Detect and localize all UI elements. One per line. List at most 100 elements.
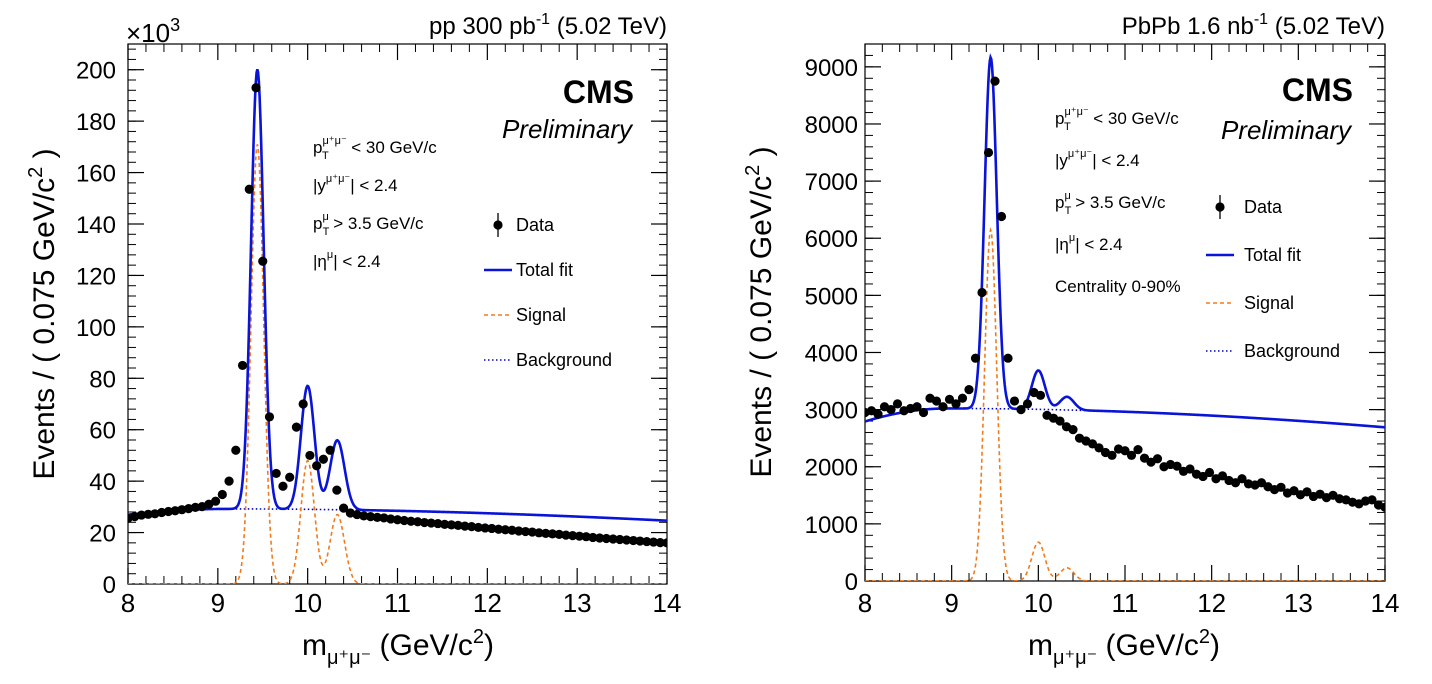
lumi-title: pp 300 pb-1 (5.02 TeV) [429,11,667,40]
x-tick-label: 11 [384,588,411,618]
y-tick-label: 6000 [805,226,858,253]
data-point [1126,450,1137,460]
x-tick-label: 13 [563,588,592,618]
x-axis-title: mμ⁺μ⁻ (GeV/c2) [1028,626,1220,669]
x-tick-label: 14 [653,588,682,618]
y-tick-label: 180 [76,109,116,136]
lumi-title: PbPb 1.6 nb-1 (5.02 TeV) [1122,11,1385,40]
data-point [964,385,974,395]
data-point [977,287,987,298]
legend-label: Background [516,350,612,370]
data-point [332,485,342,495]
data-point [143,509,153,519]
data-point [1003,353,1013,363]
data-point [1237,474,1247,484]
x-tick-label: 11 [1112,588,1139,618]
preliminary-label: Preliminary [502,114,634,144]
cms-label: CMS [1282,72,1353,108]
cut-annotation: pμ T > 3.5 GeV/c [1055,190,1166,217]
data-point [386,514,396,524]
data-point [325,445,335,455]
y-tick-label: 40 [89,469,116,496]
legend-label: Signal [516,305,566,325]
data-point [365,512,376,522]
data-point [285,472,295,482]
data-point [1016,405,1026,415]
cms-label: CMS [563,74,634,110]
data-point [588,532,598,543]
y-axis-title: Events / ( 0.075 GeV/c2 ) [742,146,778,477]
legend-data-marker [493,220,503,230]
plot-area [865,53,1385,581]
data-point [399,515,409,526]
data-point [224,476,234,486]
y-tick-label: 9000 [805,55,858,82]
data-point [534,528,544,538]
y-tick-label: 0 [103,572,116,599]
data-point [957,393,968,403]
data-point [514,526,524,536]
y-tick-label: 2000 [805,455,858,482]
data-point [440,519,450,529]
data-point [217,489,227,500]
data-point [231,445,241,455]
data-point [944,394,955,404]
data-point [628,535,638,546]
data-point [271,468,281,479]
data-point [359,511,369,521]
data-point [1094,443,1104,453]
data-point [541,528,551,538]
y-tick-label: 160 [76,161,116,188]
data-point [446,520,456,530]
plot-area [128,68,667,584]
chart-pp: 8 9 10 11 12 13 14020406080100120140160180200×… [25,11,681,669]
y-tick-label: 120 [76,263,116,290]
x-tick-label: 8 [858,588,872,618]
data-point [1035,390,1046,400]
y-tick-label: 60 [89,418,116,445]
data-point [487,523,497,534]
preliminary-label: Preliminary [1221,115,1353,145]
y-tick-label: 200 [76,58,116,85]
data-point [1217,471,1228,481]
legend-label: Data [516,215,555,235]
cut-annotation: |yμ⁺μ⁻| < 2.4 [1055,148,1140,170]
data-point [554,529,564,539]
data-point [426,518,436,528]
data-point [210,496,221,506]
x-tick-label: 9 [944,588,958,618]
data-point [1009,396,1020,406]
data-point [237,360,248,371]
y-axis-title: Events / ( 0.075 GeV/c2 ) [25,148,61,479]
data-point [912,402,922,412]
data-point [561,530,571,540]
data-point [507,525,517,535]
data-point [662,538,667,548]
data-point [339,503,349,513]
data-point [918,407,929,418]
data-point [419,517,430,528]
data-point [460,521,470,531]
y-tick-label: 1000 [805,512,858,539]
x-tick-label: 8 [121,588,135,618]
data-point [170,506,180,516]
y-tick-label: 100 [76,315,116,342]
legend-data-marker [1215,202,1225,212]
y-tick-label: 80 [89,366,116,393]
legend-label: Background [1244,341,1340,361]
data-point [500,525,510,535]
data-point [547,529,558,539]
y-tick-label: 140 [76,212,116,239]
legend-label: Total fit [516,260,573,280]
data-point [480,523,490,533]
data-point [568,531,578,541]
cut-annotation: pμ T > 3.5 GeV/c [313,211,424,238]
cut-annotation: pμ⁺μ⁻ T < 30 GeV/c [1055,106,1179,133]
data-point [1055,416,1065,426]
cut-annotation: |yμ⁺μ⁻| < 2.4 [313,173,398,195]
y-tick-label: 8000 [805,112,858,139]
data-point [1107,450,1117,460]
data-point [177,505,187,515]
y-tick-label: 7000 [805,169,858,196]
